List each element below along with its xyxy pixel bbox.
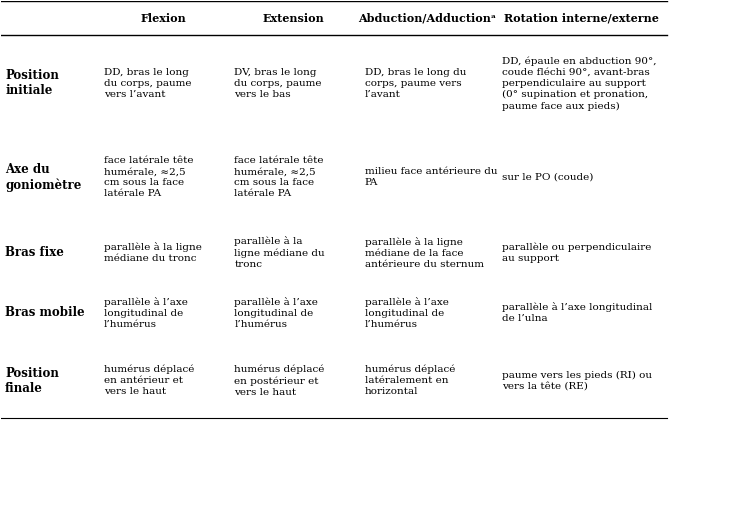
Text: DD, bras le long du
corps, paume vers
l’avant: DD, bras le long du corps, paume vers l’… (365, 68, 466, 99)
Text: parallèle à la ligne
médiane du tronc: parallèle à la ligne médiane du tronc (104, 243, 202, 264)
Text: Abduction/Adductionᵃ: Abduction/Adductionᵃ (359, 13, 497, 24)
Text: sur le PO (coude): sur le PO (coude) (502, 173, 594, 182)
Text: paume vers les pieds (RI) ou
vers la tête (RE): paume vers les pieds (RI) ou vers la têt… (502, 370, 652, 391)
Text: humérus déplacé
en antérieur et
vers le haut: humérus déplacé en antérieur et vers le … (104, 365, 194, 397)
Text: humérus déplacé
en postérieur et
vers le haut: humérus déplacé en postérieur et vers le… (235, 364, 325, 397)
Text: Bras mobile: Bras mobile (5, 307, 84, 319)
Text: milieu face antérieure du
PA: milieu face antérieure du PA (365, 167, 497, 188)
Text: humérus déplacé
latéralement en
horizontal: humérus déplacé latéralement en horizont… (365, 365, 455, 397)
Text: DD, épaule en abduction 90°,
coude fléchi 90°, avant-bras
perpendiculaire au sup: DD, épaule en abduction 90°, coude fléch… (502, 57, 657, 111)
Text: parallèle ou perpendiculaire
au support: parallèle ou perpendiculaire au support (502, 243, 651, 263)
Text: face latérale tête
humérale, ≈2,5
cm sous la face
latérale PA: face latérale tête humérale, ≈2,5 cm sou… (235, 156, 324, 199)
Text: Extension: Extension (263, 13, 324, 24)
Text: Position
initiale: Position initiale (5, 70, 59, 97)
Text: parallèle à l’axe
longitudinal de
l’humérus: parallèle à l’axe longitudinal de l’humé… (104, 297, 188, 329)
Text: parallèle à la ligne
médiane de la face
antérieure du sternum: parallèle à la ligne médiane de la face … (365, 237, 483, 269)
Text: Position
finale: Position finale (5, 367, 59, 395)
Text: Axe du
goniomètre: Axe du goniomètre (5, 163, 81, 192)
Text: parallèle à l’axe longitudinal
de l’ulna: parallèle à l’axe longitudinal de l’ulna (502, 302, 653, 323)
Text: parallèle à l’axe
longitudinal de
l’humérus: parallèle à l’axe longitudinal de l’humé… (235, 297, 318, 329)
Text: face latérale tête
humérale, ≈2,5
cm sous la face
latérale PA: face latérale tête humérale, ≈2,5 cm sou… (104, 156, 193, 199)
Text: parallèle à la
ligne médiane du
tronc: parallèle à la ligne médiane du tronc (235, 236, 325, 269)
Text: DD, bras le long
du corps, paume
vers l’avant: DD, bras le long du corps, paume vers l’… (104, 68, 191, 99)
Text: Bras fixe: Bras fixe (5, 246, 64, 259)
Text: parallèle à l’axe
longitudinal de
l’humérus: parallèle à l’axe longitudinal de l’humé… (365, 297, 448, 329)
Text: DV, bras le long
du corps, paume
vers le bas: DV, bras le long du corps, paume vers le… (235, 68, 322, 99)
Text: Flexion: Flexion (140, 13, 186, 24)
Text: Rotation interne/externe: Rotation interne/externe (504, 13, 660, 24)
